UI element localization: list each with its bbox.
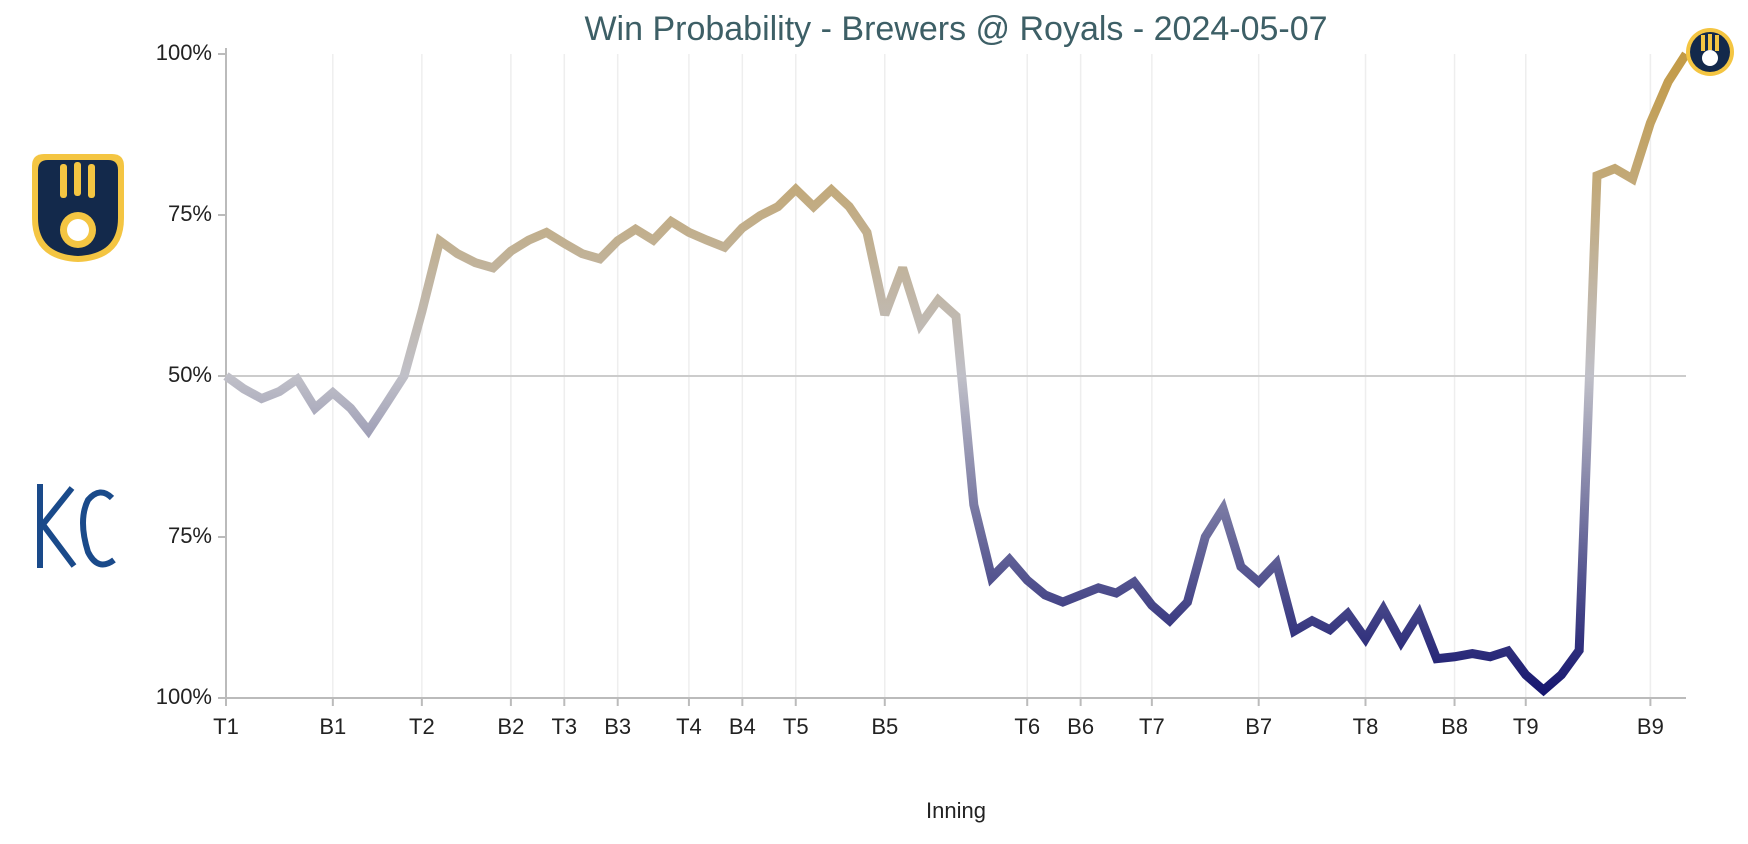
x-tick-label: T6 <box>1014 714 1040 739</box>
x-tick-label: T4 <box>676 714 702 739</box>
x-tick-label: T3 <box>551 714 577 739</box>
y-tick-label: 75% <box>168 523 212 548</box>
brewers-logo-small <box>1686 28 1734 76</box>
x-tick-label: B1 <box>319 714 346 739</box>
x-axis-label: Inning <box>926 798 986 823</box>
x-tick-label: B2 <box>497 714 524 739</box>
x-tick-label: B5 <box>871 714 898 739</box>
chart-title: Win Probability - Brewers @ Royals - 202… <box>584 10 1327 48</box>
x-tick-label: B7 <box>1245 714 1272 739</box>
x-tick-label: T7 <box>1139 714 1165 739</box>
x-tick-label: T1 <box>213 714 239 739</box>
x-tick-label: B4 <box>729 714 756 739</box>
y-tick-label: 75% <box>168 201 212 226</box>
win-probability-line <box>223 51 1690 697</box>
x-tick-label: T8 <box>1353 714 1379 739</box>
x-tick-label: T9 <box>1513 714 1539 739</box>
y-tick-label: 50% <box>168 362 212 387</box>
brewers-logo <box>32 154 124 262</box>
royals-logo <box>37 484 116 568</box>
x-tick-label: T5 <box>783 714 809 739</box>
x-tick-label: T2 <box>409 714 435 739</box>
y-tick-label: 100% <box>156 40 212 65</box>
y-tick-label: 100% <box>156 684 212 709</box>
x-tick-label: B6 <box>1067 714 1094 739</box>
x-tick-label: B9 <box>1637 714 1664 739</box>
x-tick-label: B3 <box>604 714 631 739</box>
x-tick-label: B8 <box>1441 714 1468 739</box>
